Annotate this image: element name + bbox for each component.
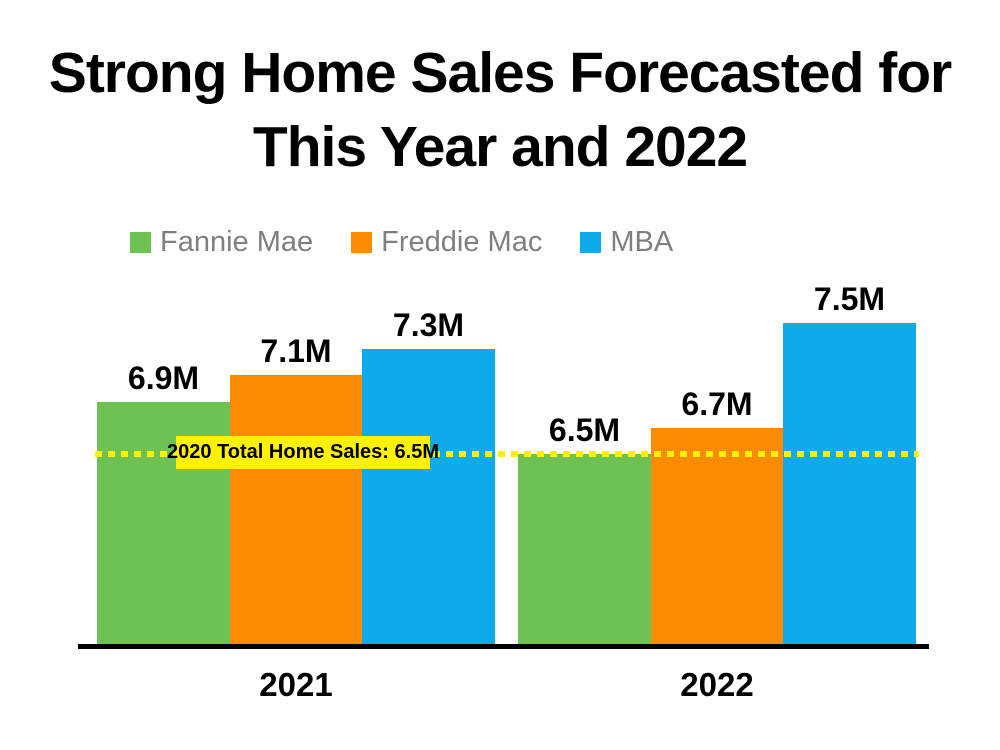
chart-title-line2: This Year and 2022 [252, 115, 748, 179]
bar-freddie-mac-2022 [651, 428, 783, 644]
legend-item-mba: MBA [580, 228, 673, 257]
category-label-2022: 2022 [680, 666, 754, 703]
legend-swatch-mba [580, 232, 602, 253]
bar-value-label-fannie-mae-2022: 6.5M [548, 412, 621, 448]
bar-value-label-mba-2021: 7.3M [392, 307, 465, 343]
chart-title: Strong Home Sales Forecasted for This Ye… [0, 36, 1000, 184]
legend-swatch-fannie-mae [130, 232, 151, 253]
x-axis-line [78, 644, 929, 649]
bar-fannie-mae-2022 [518, 454, 651, 644]
bar-value-label-freddie-mac-2021: 7.1M [260, 333, 332, 369]
chart-title-line1: Strong Home Sales Forecasted for [48, 41, 952, 105]
bar-freddie-mac-2021 [230, 375, 362, 644]
legend-label: MBA [610, 226, 674, 258]
bar-mba-2022 [783, 323, 916, 644]
category-label-2021: 2021 [259, 666, 333, 703]
bar-value-label-freddie-mac-2022: 6.7M [681, 386, 753, 422]
reference-line-label: 2020 Total Home Sales: 6.5M [167, 436, 439, 469]
legend-label: Freddie Mac [381, 226, 543, 258]
reference-dotted-line [95, 451, 919, 457]
legend-item-freddie-mac: Freddie Mac [351, 228, 542, 257]
bar-value-label-fannie-mae-2021: 6.9M [127, 360, 200, 396]
legend-item-fannie-mae: Fannie Mae [130, 228, 313, 257]
legend: Fannie Mae Freddie Mac MBA [130, 228, 673, 257]
legend-label: Fannie Mae [160, 226, 314, 258]
legend-swatch-freddie-mac [351, 232, 373, 253]
bar-value-label-mba-2022: 7.5M [813, 281, 886, 317]
bar-mba-2021 [362, 349, 495, 644]
